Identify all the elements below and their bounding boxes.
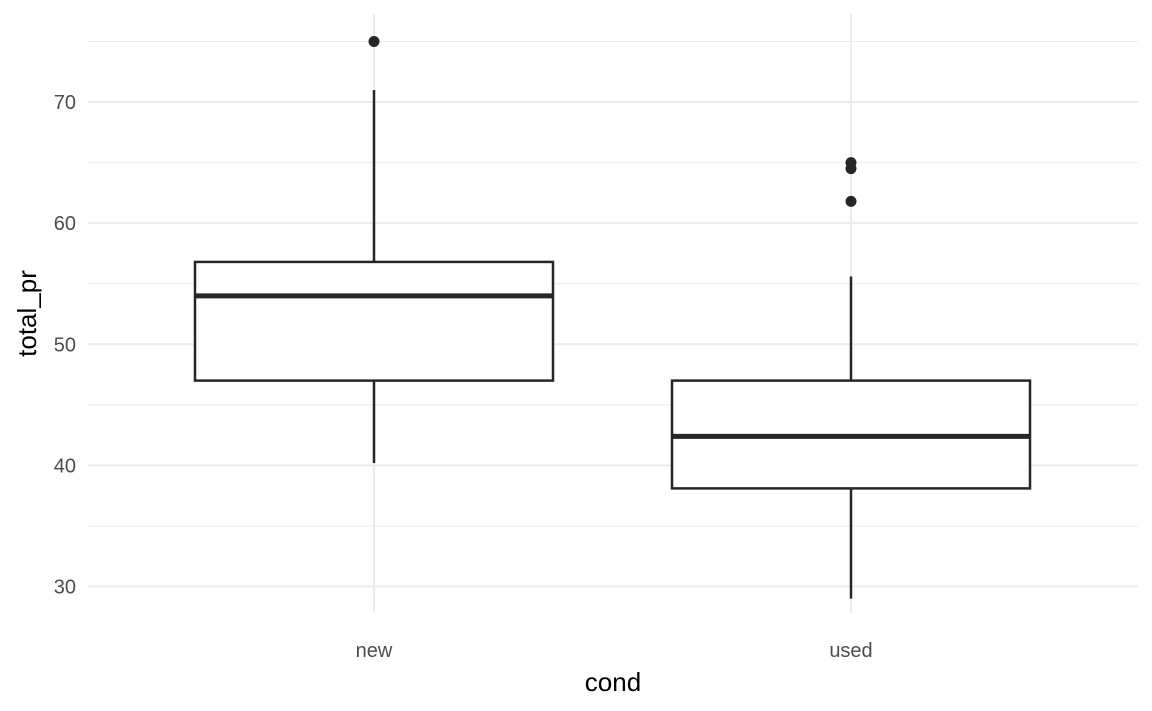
x-tick-label: new [356, 640, 393, 662]
outlier-point [845, 157, 857, 169]
x-axis-title: cond [585, 667, 641, 697]
box-used [670, 157, 1032, 599]
y-tick-label: 60 [54, 213, 76, 235]
x-tick-label: used [829, 640, 872, 662]
box-iqr [193, 260, 555, 382]
y-axis-title: total_pr [12, 270, 42, 357]
outlier-point [845, 195, 857, 207]
box-new [193, 36, 555, 463]
y-tick-label: 50 [54, 334, 76, 356]
y-tick-label: 30 [54, 577, 76, 599]
boxes [193, 36, 1032, 599]
y-tick-label: 40 [54, 455, 76, 477]
outlier-point [368, 36, 380, 47]
tick-labels: 30 40 50 60 70 new used [54, 92, 873, 662]
y-tick-label: 70 [54, 92, 76, 114]
